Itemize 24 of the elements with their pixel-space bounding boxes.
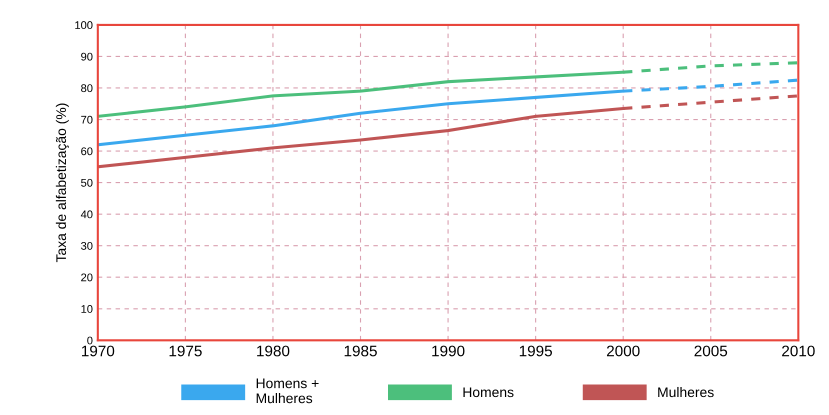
y-tick-label: 90 bbox=[81, 52, 93, 61]
legend-label: Homens + Mulheres bbox=[256, 378, 319, 404]
y-tick-label: 20 bbox=[81, 273, 93, 282]
y-axis-title: Taxa de alfabetização (%) bbox=[56, 104, 69, 262]
y-tick-label: 40 bbox=[80, 210, 93, 218]
x-tick-label: 1995 bbox=[520, 346, 552, 356]
y-tick-label: 80 bbox=[81, 84, 93, 92]
x-tick-label: 2000 bbox=[606, 346, 640, 356]
x-tick-label: 1985 bbox=[344, 346, 377, 356]
y-tick-label: 60 bbox=[81, 147, 93, 156]
x-tick-label: 1975 bbox=[170, 346, 202, 356]
y-tick-label: 30 bbox=[81, 242, 93, 250]
y-tick-label: 10 bbox=[81, 305, 93, 313]
y-tick-label: 100 bbox=[75, 21, 93, 30]
legend-label: Mulheres bbox=[658, 386, 714, 398]
legend-label: Homens bbox=[463, 387, 514, 398]
x-tick-label: 1990 bbox=[432, 346, 464, 356]
y-tick-label: 0 bbox=[87, 336, 93, 344]
y-tick-label: 70 bbox=[81, 116, 93, 124]
y-tick-label: 50 bbox=[81, 178, 93, 187]
x-tick-label: 1980 bbox=[257, 346, 290, 356]
x-tick-label: 2005 bbox=[694, 346, 728, 356]
x-tick-label: 1970 bbox=[82, 346, 114, 356]
x-tick-label: 2010 bbox=[782, 346, 815, 356]
